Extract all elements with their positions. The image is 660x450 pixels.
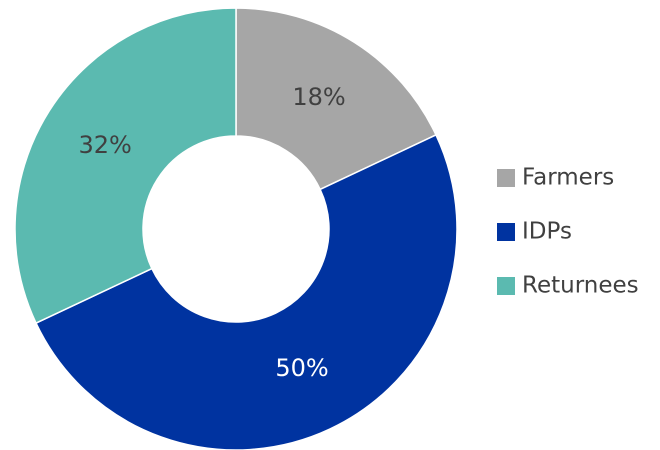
donut-slice	[14, 7, 237, 325]
legend-label: IDPs	[522, 219, 572, 245]
legend-label: Farmers	[522, 165, 614, 191]
legend-swatch	[497, 277, 515, 295]
donut-slice	[35, 133, 458, 450]
donut-slice	[235, 7, 437, 191]
slice-label: 50%	[275, 354, 328, 382]
slice-label: 32%	[78, 131, 131, 159]
legend-swatch	[497, 223, 515, 241]
legend-label: Returnees	[522, 273, 639, 299]
slice-label: 18%	[292, 83, 345, 111]
legend-swatch	[497, 169, 515, 187]
